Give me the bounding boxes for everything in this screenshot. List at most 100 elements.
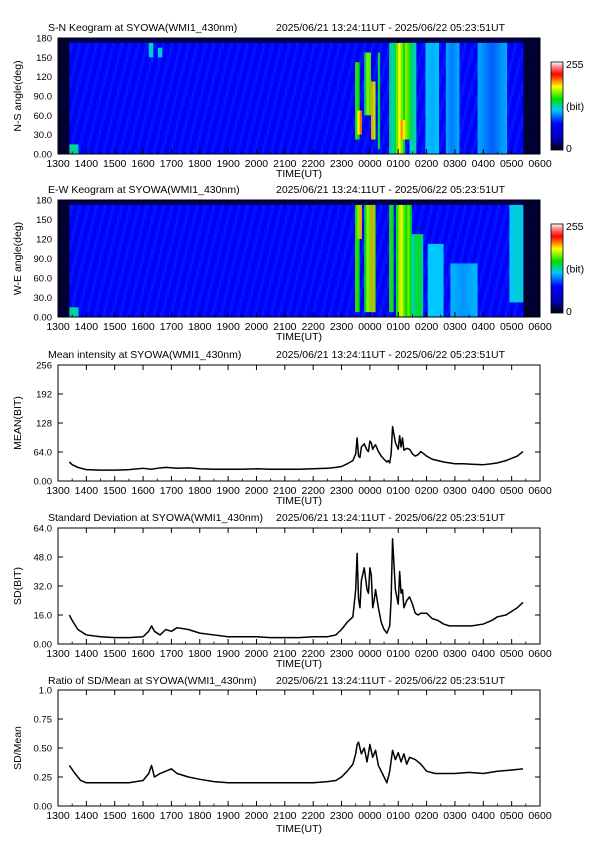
- keogram-cell: [457, 115, 460, 121]
- keogram-cell: [71, 139, 75, 145]
- keogram-cell: [470, 105, 474, 111]
- keogram-cell: [275, 52, 279, 58]
- keogram-cell: [391, 120, 395, 126]
- keogram-cell: [434, 91, 438, 97]
- keogram-cell: [479, 125, 483, 131]
- keogram-cell: [348, 57, 351, 63]
- keogram-cell: [425, 81, 429, 87]
- keogram-cell: [157, 76, 161, 82]
- keogram-cell: [175, 105, 179, 111]
- keogram-cell: [477, 47, 481, 53]
- keogram-cell: [244, 149, 247, 155]
- keogram-cell: [321, 144, 324, 150]
- keogram-cell: [187, 115, 190, 121]
- keogram-cell: [248, 120, 252, 126]
- keogram-cell: [103, 120, 107, 126]
- keogram-cell: [135, 81, 138, 87]
- keogram-cell: [409, 47, 413, 53]
- keogram-cell: [468, 129, 472, 136]
- keogram-cell: [477, 144, 481, 150]
- keogram-cell: [513, 86, 517, 92]
- keogram-cell: [244, 86, 247, 92]
- keogram-cell: [325, 47, 329, 53]
- keogram-cell: [307, 110, 311, 116]
- keogram-cell: [425, 139, 429, 145]
- keogram-cell: [228, 71, 231, 78]
- keogram-cell: [314, 105, 317, 111]
- keogram-cell: [461, 139, 465, 145]
- keogram-cell: [509, 71, 513, 78]
- keogram-cell: [366, 129, 370, 136]
- keogram-cell: [398, 100, 401, 107]
- keogram-cell: [187, 120, 190, 126]
- keogram-cell: [209, 125, 213, 131]
- keogram-cell: [409, 62, 413, 68]
- keogram-cell: [425, 91, 429, 97]
- keogram-cell: [139, 67, 143, 73]
- keogram-cell: [443, 115, 447, 121]
- keogram-cell: [373, 144, 376, 150]
- keogram-cell: [234, 76, 238, 82]
- keogram-cell: [509, 42, 513, 49]
- keogram-cell: [423, 42, 426, 49]
- keogram-cell: [151, 105, 154, 111]
- keogram-cell: [339, 52, 342, 58]
- keogram-cell: [78, 38, 82, 44]
- keogram-cell: [377, 86, 381, 92]
- keogram-cell: [80, 144, 84, 150]
- keogram-cell: [130, 52, 134, 58]
- keogram-cell: [384, 62, 388, 68]
- keogram-cell: [85, 115, 88, 121]
- keogram-cell: [144, 105, 147, 111]
- keogram-cell: [475, 105, 479, 111]
- keogram-cell: [164, 67, 168, 73]
- keogram-cell: [284, 125, 288, 131]
- keogram-cell: [366, 67, 370, 73]
- y-axis-label: N-S angle(deg): [12, 60, 24, 131]
- keogram-cell: [85, 71, 88, 78]
- keogram-cell: [507, 57, 510, 63]
- keogram-cell: [454, 42, 458, 49]
- keogram-cell: [219, 125, 222, 131]
- keogram-cell: [262, 91, 265, 97]
- keogram-cell: [330, 120, 333, 126]
- keogram-cell: [289, 120, 293, 126]
- keogram-cell: [116, 129, 120, 136]
- keogram-cell: [380, 105, 383, 111]
- keogram-cell: [223, 47, 227, 53]
- keogram-cell: [482, 134, 485, 140]
- keogram-cell: [182, 134, 186, 140]
- keogram-cell: [282, 110, 286, 116]
- keogram-cell: [105, 110, 109, 116]
- keogram-cell: [411, 139, 415, 145]
- keogram-cell: [221, 134, 224, 140]
- keogram-cell: [196, 96, 200, 102]
- keogram-cell: [175, 144, 179, 150]
- keogram-cell: [78, 100, 82, 107]
- keogram-cell: [268, 129, 272, 136]
- keogram-cell: [355, 139, 358, 145]
- keogram-cell: [386, 86, 390, 92]
- keogram-cell: [175, 76, 179, 82]
- keogram-cell: [273, 149, 277, 155]
- keogram-cell: [375, 67, 379, 73]
- keogram-cell: [371, 86, 374, 92]
- keogram-cell: [423, 57, 426, 63]
- keogram-cell: [119, 149, 122, 155]
- keogram-cell: [441, 91, 444, 97]
- keogram-cell: [71, 243, 75, 250]
- keogram-cell: [105, 52, 109, 58]
- keogram-cell: [325, 86, 329, 92]
- keogram-cell: [336, 149, 340, 155]
- keogram-cell: [391, 38, 395, 44]
- keogram-cell: [146, 105, 150, 111]
- keogram-cell: [284, 149, 288, 155]
- keogram-cell: [341, 67, 345, 73]
- keogram-cell: [203, 91, 206, 97]
- keogram-cell: [380, 42, 383, 49]
- keogram-cell: [371, 42, 374, 49]
- keogram-cell: [486, 76, 490, 82]
- keogram-cell: [207, 81, 211, 87]
- keogram-cell: [336, 71, 340, 78]
- keogram-cell: [239, 125, 243, 131]
